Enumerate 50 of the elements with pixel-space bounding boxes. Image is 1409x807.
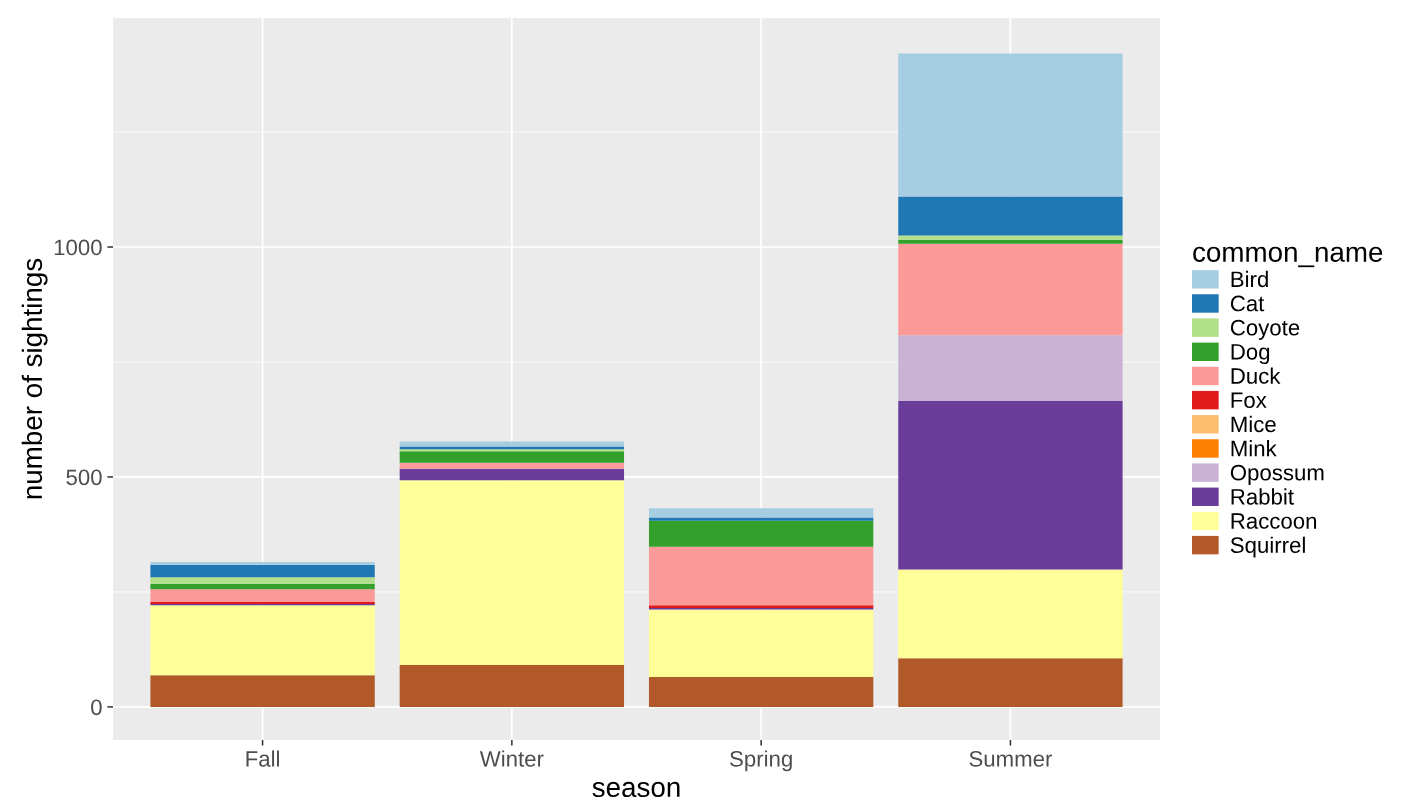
x-axis-title: season	[592, 781, 680, 798]
bar	[898, 243, 1123, 336]
legend-label: Mice	[1231, 415, 1276, 433]
bar	[648, 517, 874, 521]
bar	[399, 462, 625, 469]
legend-label: Duck	[1231, 367, 1281, 384]
y-tick-label: 0	[91, 699, 102, 716]
bar	[399, 441, 625, 447]
bar	[898, 235, 1123, 240]
bar	[898, 239, 1123, 244]
bar	[898, 53, 1123, 197]
y-tick-label: 500	[66, 469, 102, 486]
bar	[150, 675, 375, 707]
x-tick-label: Spring	[730, 750, 792, 772]
bar	[898, 401, 1123, 570]
legend-label: Cat	[1230, 295, 1265, 312]
legend-label: Raccoon	[1231, 513, 1317, 529]
bar	[648, 508, 874, 518]
x-tick-label: Winter	[479, 750, 544, 767]
legend-label: Fox	[1231, 392, 1267, 409]
bar	[150, 605, 375, 676]
bar	[150, 589, 375, 603]
legend-label: Mink	[1231, 440, 1277, 457]
bar	[399, 480, 625, 666]
bar	[399, 468, 625, 481]
bar	[898, 335, 1123, 402]
legend-label: Rabbit	[1231, 488, 1294, 505]
legend-title: common_name	[1193, 246, 1383, 268]
y-axis-title: number of sightings	[21, 258, 48, 499]
legend-label: Opossum	[1230, 464, 1324, 485]
bar	[648, 609, 874, 677]
bar	[648, 520, 874, 547]
bar	[898, 196, 1123, 236]
bar	[648, 677, 874, 707]
y-tick-label: 1000	[54, 239, 102, 256]
bar	[399, 451, 625, 463]
bar	[898, 658, 1123, 707]
bar	[648, 546, 874, 606]
legend-label: Bird	[1231, 270, 1268, 288]
x-tick-label: Summer	[969, 751, 1053, 767]
bar	[150, 583, 375, 590]
bar	[898, 569, 1123, 659]
legend-label: Squirrel	[1230, 536, 1305, 558]
bar	[150, 562, 375, 565]
bar	[399, 665, 625, 707]
legend-label: Dog	[1231, 344, 1270, 365]
legend-label: Coyote	[1230, 319, 1300, 340]
x-tick-label: Fall	[246, 750, 279, 767]
bar	[150, 564, 375, 578]
bar	[150, 577, 375, 584]
